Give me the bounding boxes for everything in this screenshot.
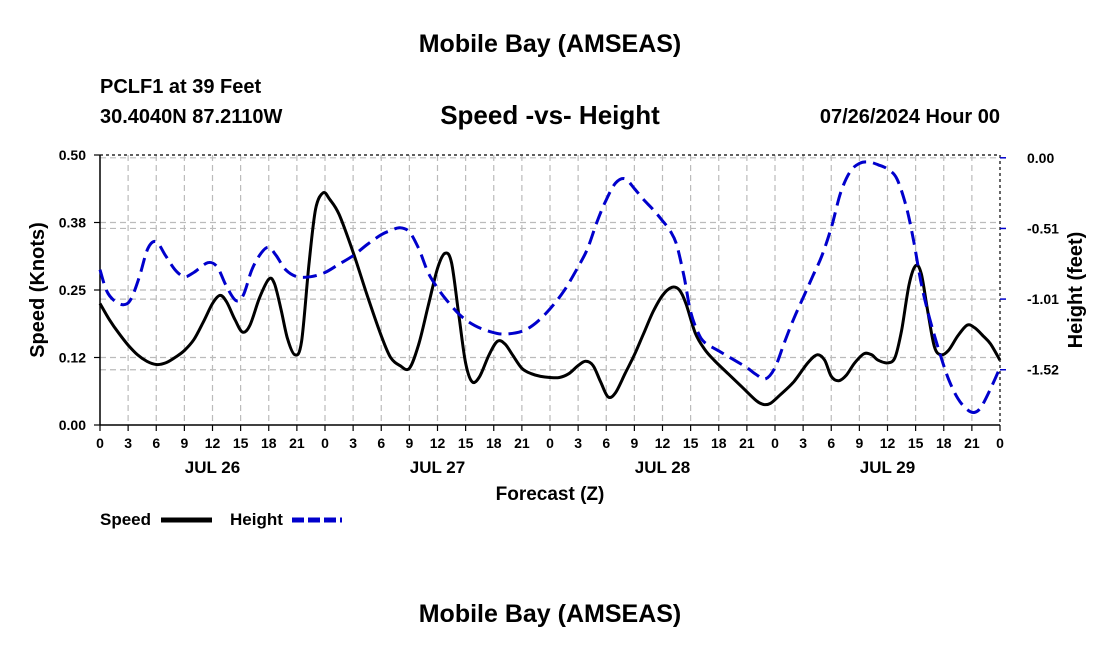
x-tick-label: 12 — [205, 435, 221, 451]
left-tick-label: 0.12 — [59, 350, 86, 366]
x-tick-label: 15 — [233, 435, 249, 451]
x-axis-title: Forecast (Z) — [496, 484, 605, 505]
left-axis-title: Speed (Knots) — [27, 222, 49, 358]
x-tick-label: 18 — [711, 435, 727, 451]
left-tick-label: 0.00 — [59, 417, 86, 433]
right-tick-label: -1.01 — [1027, 291, 1059, 307]
x-tick-label: 6 — [827, 435, 835, 451]
footer-title: Mobile Bay (AMSEAS) — [418, 600, 682, 628]
x-tick-label: 0 — [546, 435, 554, 451]
x-tick-label: 15 — [683, 435, 699, 451]
speed-height-chart: 0 3 6 9 12 15 18 21 0 3 6 9 12 15 18 21 0 3 6 9 12 15 18 21 0 3 6 9… — [27, 147, 1087, 529]
x-tick-label: 6 — [377, 435, 385, 451]
left-tick-label: 0.50 — [59, 147, 86, 163]
x-tick-label: 18 — [486, 435, 502, 451]
x-tick-label: 21 — [964, 435, 980, 451]
day-label: JUL 27 — [410, 458, 465, 477]
chart-grid — [100, 155, 1000, 425]
right-tick-label: 0.00 — [1027, 150, 1054, 166]
x-tick-label: 3 — [799, 435, 807, 451]
right-axis-title: Height (feet) — [1065, 232, 1087, 349]
chart-axes — [94, 154, 1006, 431]
x-tick-label: 15 — [458, 435, 474, 451]
x-tick-label: 21 — [739, 435, 755, 451]
x-tick-label: 3 — [349, 435, 357, 451]
x-tick-label: 12 — [430, 435, 446, 451]
chart-labels: 0 3 6 9 12 15 18 21 0 3 6 9 12 15 18 21 0 3 6 9 12 15 18 21 0 3 6 9… — [27, 147, 1087, 529]
x-tick-label: 15 — [908, 435, 924, 451]
x-tick-label: 18 — [936, 435, 952, 451]
page-title: Mobile Bay (AMSEAS) — [418, 30, 682, 58]
right-tick-label: -1.52 — [1027, 362, 1059, 378]
x-tick-label: 9 — [855, 435, 863, 451]
left-tick-label: 0.25 — [59, 282, 86, 298]
left-tick-label: 0.38 — [59, 215, 86, 231]
x-tick-label: 0 — [996, 435, 1004, 451]
x-tick-label: 9 — [630, 435, 638, 451]
x-tick-label: 6 — [602, 435, 610, 451]
x-tick-label: 0 — [771, 435, 779, 451]
x-tick-label: 9 — [180, 435, 188, 451]
x-tick-label: 18 — [261, 435, 277, 451]
x-tick-label: 21 — [289, 435, 305, 451]
station-name: PCLF1 at 39 Feet — [100, 76, 262, 98]
speed-series-line — [98, 191, 1002, 407]
day-label: JUL 26 — [185, 458, 240, 477]
x-tick-label: 21 — [514, 435, 530, 451]
x-tick-label: 12 — [880, 435, 896, 451]
forecast-run-time: 07/26/2024 Hour 00 — [819, 106, 1000, 128]
height-series-line — [98, 160, 1002, 415]
day-label: JUL 28 — [635, 458, 690, 477]
legend-speed-label: Speed — [100, 510, 151, 529]
chart-series — [98, 160, 1002, 523]
right-tick-label: -0.51 — [1027, 220, 1059, 236]
x-tick-label: 0 — [96, 435, 104, 451]
day-label: JUL 29 — [860, 458, 915, 477]
legend-height-label: Height — [230, 510, 283, 529]
station-coordinates: 30.4040N 87.2110W — [100, 106, 283, 128]
x-tick-label: 3 — [124, 435, 132, 451]
x-tick-label: 9 — [405, 435, 413, 451]
x-tick-label: 0 — [321, 435, 329, 451]
x-tick-label: 6 — [152, 435, 160, 451]
x-tick-label: 12 — [655, 435, 671, 451]
x-tick-label: 3 — [574, 435, 582, 451]
chart-title: Speed -vs- Height — [440, 100, 660, 130]
